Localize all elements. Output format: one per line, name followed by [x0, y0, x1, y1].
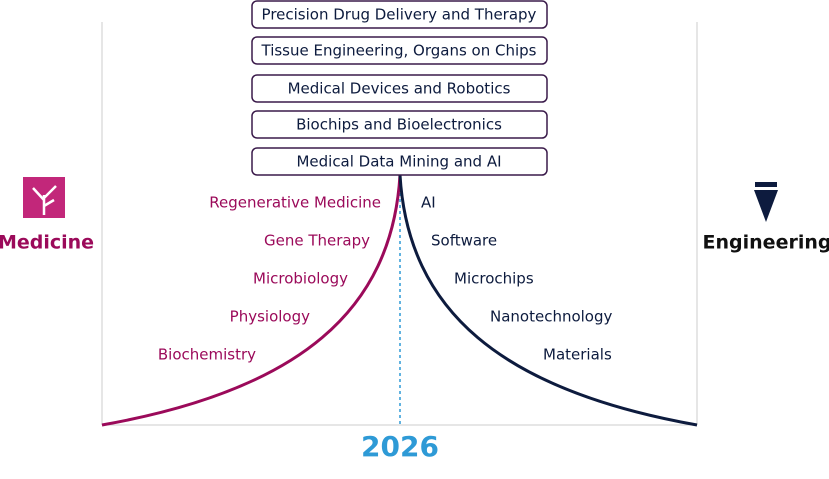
- engineering-curve: [398, 174, 698, 427]
- medicine-label: Medicine: [0, 232, 94, 254]
- topic-label: Precision Drug Delivery and Therapy: [262, 6, 537, 24]
- medicine-field: Physiology: [230, 308, 310, 326]
- topic-box: [251, 110, 548, 139]
- engineering-field: Nanotechnology: [490, 308, 613, 326]
- medicine-field: Regenerative Medicine: [209, 194, 381, 212]
- engineering-icon: [754, 182, 778, 222]
- medicine-icon: [23, 177, 65, 218]
- topic-box: [251, 147, 548, 176]
- engineering-field: AI: [421, 194, 436, 212]
- medicine-field: Biochemistry: [158, 346, 256, 364]
- topic-label: Biochips and Bioelectronics: [296, 116, 502, 134]
- topic-label: Medical Data Mining and AI: [296, 153, 501, 171]
- engineering-label: Engineering: [703, 232, 829, 254]
- medicine-curve: [101, 174, 402, 427]
- engineering-field: Microchips: [454, 270, 534, 288]
- medicine-field: Microbiology: [253, 270, 348, 288]
- topic-box: [251, 0, 548, 29]
- topic-box: [251, 36, 548, 65]
- topic-label: Medical Devices and Robotics: [288, 80, 511, 98]
- labels: Precision Drug Delivery and Therapy Tissu…: [158, 0, 613, 364]
- engineering-field: Materials: [543, 346, 612, 364]
- engineering-field: Software: [431, 232, 497, 250]
- year: 2026: [361, 430, 439, 463]
- topic-label: Tissue Engineering, Organs on Chips: [261, 42, 537, 60]
- topic-box: [251, 74, 548, 103]
- medicine-field: Gene Therapy: [264, 232, 370, 250]
